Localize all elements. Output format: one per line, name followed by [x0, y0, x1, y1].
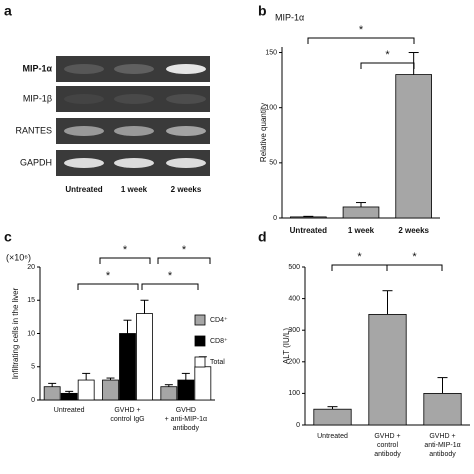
- y-tick-label: 500: [288, 264, 300, 271]
- gel-row-label: RANTES: [15, 125, 52, 135]
- gel-band: [166, 158, 206, 168]
- significance-bracket: [77, 283, 139, 290]
- y-tick-label: 10: [27, 330, 35, 337]
- y-axis-label: ALT (IU/L): [282, 328, 291, 364]
- gel-lane-label: 2 weeks: [171, 185, 202, 194]
- bar: [395, 74, 432, 219]
- y-axis-label: Relative quantity: [259, 103, 268, 162]
- x-tick-label: GVHD: [176, 407, 196, 414]
- significance-label: *: [168, 270, 173, 282]
- x-tick-label: anti-MIP-1α: [424, 442, 460, 449]
- y-tick-label: 0: [296, 422, 300, 429]
- bar: [290, 216, 327, 219]
- axis-multiplier: (×10⁶): [6, 252, 31, 262]
- y-tick-label: 150: [265, 49, 277, 56]
- gel-band: [64, 158, 104, 168]
- legend-label: CD8⁺: [210, 338, 228, 345]
- gel-band: [114, 94, 154, 104]
- y-tick-label: 20: [27, 264, 35, 271]
- bar: [313, 408, 352, 426]
- significance-label: *: [106, 270, 111, 282]
- y-tick-label: 50: [269, 160, 277, 167]
- legend-label: CD4⁺: [210, 317, 228, 324]
- panel-label: a: [4, 3, 12, 19]
- significance-label: *: [357, 251, 362, 263]
- y-tick-label: 400: [288, 295, 300, 302]
- x-tick-label: Untreated: [54, 407, 85, 414]
- significance-bracket: [307, 37, 415, 44]
- y-tick-label: 0: [273, 215, 277, 222]
- significance-bracket: [331, 264, 388, 271]
- x-tick-label: 2 weeks: [398, 226, 429, 235]
- gel-band: [114, 158, 154, 168]
- bar: [43, 386, 61, 401]
- significance-bracket: [386, 264, 443, 271]
- significance-label: *: [182, 244, 187, 256]
- x-tick-label: control IgG: [110, 416, 144, 423]
- gel-lane-label: Untreated: [65, 185, 102, 194]
- legend-swatch: [194, 356, 206, 368]
- legend-swatch: [194, 314, 206, 326]
- gel-band: [114, 64, 154, 74]
- x-tick-label: Untreated: [290, 226, 327, 235]
- x-tick-label: control: [377, 442, 398, 449]
- gel-band: [166, 94, 206, 104]
- y-tick-label: 0: [31, 397, 35, 404]
- y-tick-label: 100: [265, 105, 277, 112]
- panel-label: d: [258, 229, 267, 245]
- bar: [102, 379, 119, 401]
- gel-band: [114, 126, 154, 136]
- significance-label: *: [412, 251, 417, 263]
- x-tick-label: antibody: [429, 451, 456, 458]
- gel-band: [166, 126, 206, 136]
- legend-swatch: [194, 335, 206, 347]
- bar: [177, 379, 195, 401]
- x-tick-label: GVHD +: [374, 433, 400, 440]
- gel-band: [64, 94, 104, 104]
- y-tick-label: 5: [31, 364, 35, 371]
- bar: [160, 386, 178, 401]
- chart-title: MIP-1α: [275, 12, 304, 22]
- significance-bracket: [99, 257, 151, 264]
- significance-label: *: [123, 244, 128, 256]
- x-tick-label: GVHD +: [114, 407, 140, 414]
- y-axis-label: Infiltrating cells in the liver: [11, 287, 20, 379]
- gel-row-label: GAPDH: [20, 157, 52, 167]
- significance-bracket: [157, 257, 211, 264]
- bar: [368, 313, 407, 426]
- y-tick-label: 100: [288, 390, 300, 397]
- significance-label: *: [359, 24, 364, 36]
- bar: [119, 333, 136, 401]
- x-tick-label: antibody: [173, 425, 200, 432]
- gel-band: [64, 126, 104, 136]
- x-tick-label: GVHD +: [429, 433, 455, 440]
- bar: [342, 206, 380, 219]
- significance-label: *: [385, 49, 390, 61]
- bar: [136, 313, 153, 401]
- gel-row-label: MIP-1α: [22, 63, 52, 73]
- y-tick-label: 15: [27, 297, 35, 304]
- bar: [423, 392, 462, 426]
- significance-bracket: [360, 62, 415, 69]
- legend-label: Total: [210, 359, 225, 366]
- bar: [77, 379, 95, 401]
- y-tick-label: 200: [288, 359, 300, 366]
- significance-bracket: [141, 283, 199, 290]
- y-tick-label: 300: [288, 327, 300, 334]
- x-tick-label: antibody: [374, 451, 401, 458]
- x-tick-label: Untreated: [317, 433, 348, 440]
- bar: [60, 392, 78, 401]
- x-tick-label: 1 week: [348, 226, 375, 235]
- gel-lane-label: 1 week: [121, 185, 148, 194]
- gel-band: [166, 64, 206, 74]
- panel-label: b: [258, 3, 267, 19]
- gel-band: [64, 64, 104, 74]
- panel-label: c: [4, 229, 12, 245]
- x-tick-label: + anti-MIP-1α: [165, 416, 207, 423]
- bar: [194, 366, 212, 401]
- gel-row-label: MIP-1β: [23, 93, 52, 103]
